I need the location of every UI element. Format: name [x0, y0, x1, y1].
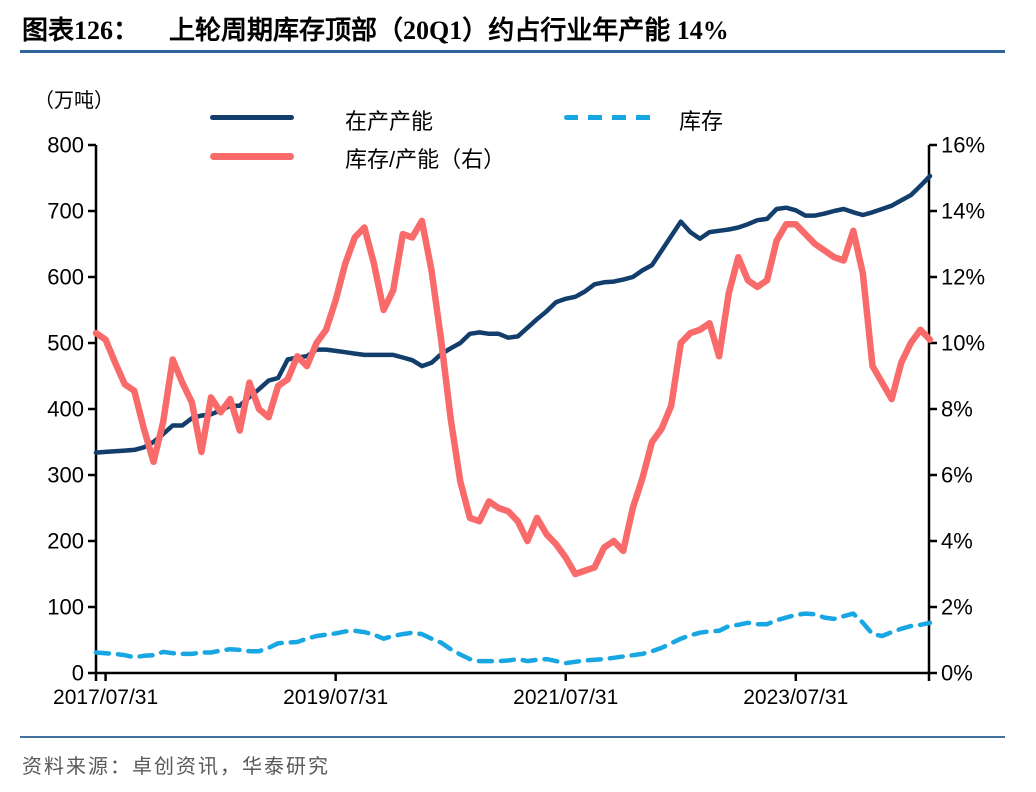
x-tick-label: 2023/07/31 [743, 686, 848, 709]
source-note: 资料来源：卓创资讯，华泰研究 [22, 756, 330, 778]
right-tick-label: 2% [941, 595, 973, 620]
left-tick-label: 700 [47, 199, 84, 224]
right-tick-label: 6% [941, 463, 973, 488]
right-tick-label: 16% [941, 133, 985, 158]
series-inventory [93, 611, 933, 666]
right-tick-label: 4% [941, 529, 973, 554]
left-tick-label: 100 [47, 595, 84, 620]
x-axis-ticks: 2017/07/31 2019/07/31 2021/07/31 2023/07/31 [53, 673, 848, 709]
right-tick-label: 10% [941, 331, 985, 356]
figure-title: 上轮周期库存顶部（20Q1）约占行业年产能 14% [169, 16, 729, 45]
legend-swatch-inventory [564, 115, 658, 120]
right-tick-label: 8% [941, 397, 973, 422]
left-tick-label: 0 [72, 661, 84, 686]
right-tick-label: 0% [941, 661, 973, 686]
legend-swatch-ratio [210, 153, 294, 160]
legend-swatch-capacity [210, 115, 294, 120]
left-axis-unit-label: （万吨） [34, 90, 114, 112]
left-tick-label: 400 [47, 397, 84, 422]
left-tick-label: 200 [47, 529, 84, 554]
left-tick-label: 500 [47, 331, 84, 356]
right-tick-label: 14% [941, 199, 985, 224]
axes [94, 145, 931, 681]
page-title: 图表126： 上轮周期库存顶部（20Q1）约占行业年产能 14% [22, 10, 1012, 47]
line-chart: 0 100 200 300 400 500 600 700 800 0% 2% 4% 6% 8% 10% 1… [47, 133, 985, 710]
right-tick-label: 12% [941, 265, 985, 290]
figure-number: 图表126： [22, 16, 140, 45]
left-tick-label: 600 [47, 265, 84, 290]
chart-series [92, 173, 934, 666]
chart-legend: 在产产能 库存 库存/产能（右） [0, 0, 1036, 190]
x-tick-label: 2019/07/31 [283, 686, 388, 709]
title-divider [20, 50, 1005, 53]
left-axis-ticks: 0 100 200 300 400 500 600 700 800 [47, 133, 96, 686]
left-tick-label: 300 [47, 463, 84, 488]
legend-label-capacity: 在产产能 [345, 109, 434, 134]
series-inventory-capacity-ratio [92, 217, 934, 578]
x-tick-label: 2021/07/31 [513, 686, 618, 709]
x-tick-label: 2017/07/31 [53, 686, 158, 709]
footer-divider [20, 736, 1005, 738]
legend-label-ratio: 库存/产能（右） [345, 147, 506, 172]
legend-label-inventory: 库存 [679, 109, 724, 134]
left-tick-label: 800 [47, 133, 84, 158]
right-axis-ticks: 0% 2% 4% 6% 8% 10% 12% 14% 16% [929, 133, 985, 686]
